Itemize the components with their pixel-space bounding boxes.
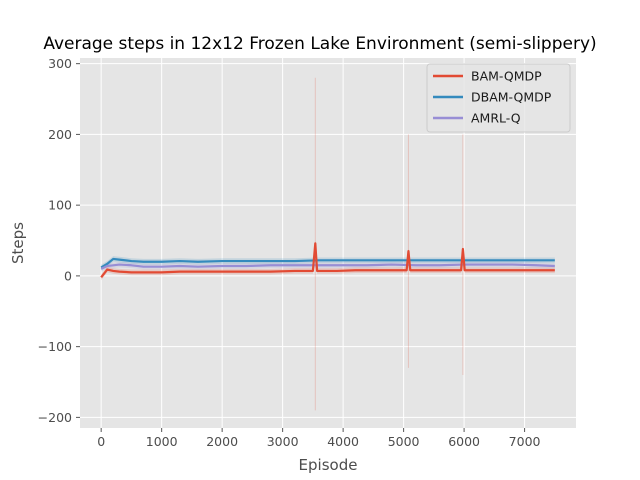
x-tick-label: 7000: [509, 434, 541, 449]
x-axis-ticks: 0 1000 2000 3000 4000 5000 6000 7000: [97, 428, 541, 449]
y-tick-label: 300: [48, 56, 72, 71]
y-tick-label: −200: [38, 410, 72, 425]
legend-label-2: AMRL-Q: [471, 111, 521, 126]
chart-title: Average steps in 12x12 Frozen Lake Envir…: [43, 34, 596, 54]
x-tick-label: 6000: [448, 434, 480, 449]
x-tick-label: 4000: [327, 434, 359, 449]
legend-label-1: DBAM-QMDP: [471, 90, 552, 105]
x-tick-label: 2000: [206, 434, 238, 449]
legend: BAM-QMDP DBAM-QMDP AMRL-Q: [426, 63, 571, 133]
x-tick-label: 5000: [388, 434, 420, 449]
x-tick-label: 0: [97, 434, 105, 449]
x-tick-label: 1000: [146, 434, 178, 449]
y-tick-label: −100: [38, 339, 72, 354]
x-axis-label: Episode: [299, 456, 358, 474]
series-line-2: [100, 263, 555, 270]
series-lines: [100, 240, 555, 281]
y-axis-ticks: −200 −100 0 100 200 300: [38, 56, 80, 425]
x-tick-label: 3000: [267, 434, 299, 449]
y-axis-label: Steps: [9, 222, 27, 264]
y-tick-label: 200: [48, 127, 72, 142]
y-tick-label: 0: [64, 268, 72, 283]
series-line-1: [100, 257, 555, 269]
y-tick-label: 100: [48, 198, 72, 213]
legend-label-0: BAM-QMDP: [471, 69, 542, 84]
legend-box: [426, 63, 571, 133]
series-line-0: [100, 242, 555, 278]
